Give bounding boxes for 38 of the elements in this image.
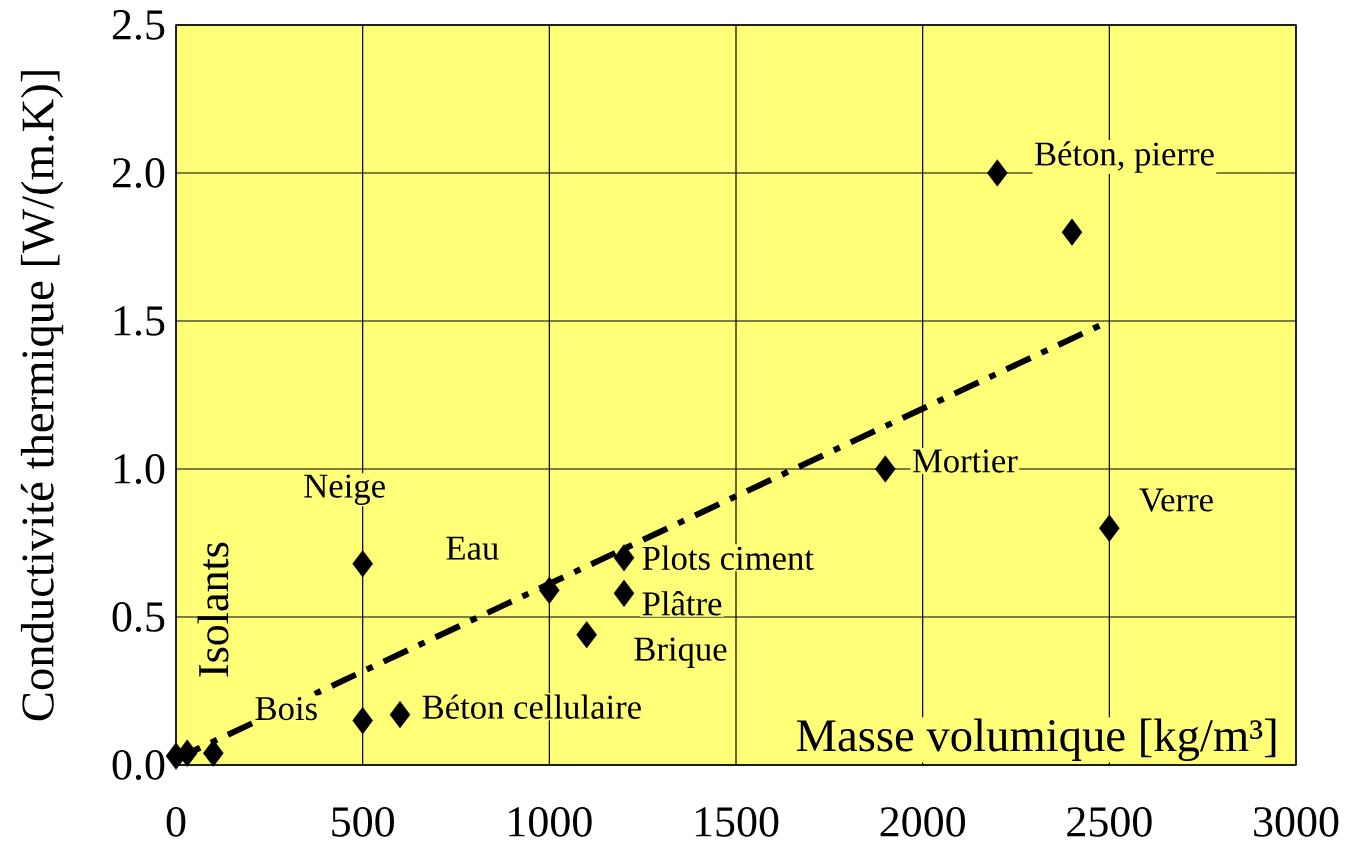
point — [875, 455, 896, 483]
annotation: Eau — [446, 536, 499, 560]
point — [389, 701, 411, 729]
annotation: Bois — [255, 696, 317, 721]
point — [352, 550, 373, 578]
x-tick-label: 1500 — [695, 807, 779, 837]
y-tick-label: 2.5 — [112, 10, 165, 40]
y-tick-label: 1.0 — [114, 454, 165, 484]
point — [203, 739, 224, 767]
annotation: Béton cellulaire — [422, 694, 641, 719]
point — [576, 621, 597, 649]
y-tick-label: 0.0 — [112, 750, 165, 780]
y-axis-title: Conductivité thermique [W/(m.K)] — [20, 71, 64, 721]
point — [539, 576, 560, 604]
annotation: Brique — [634, 637, 727, 668]
point — [613, 579, 635, 607]
x-tick-label: 3000 — [1254, 807, 1339, 837]
x-tick-label: 2500 — [1067, 807, 1152, 837]
point — [1099, 514, 1120, 542]
x-tick-label: 500 — [332, 807, 394, 837]
annotation: Béton, pierre — [1034, 141, 1214, 173]
x-axis-title: Masse volumique [kg/m³] — [796, 718, 1276, 762]
point — [1061, 218, 1083, 246]
point — [613, 544, 635, 572]
point — [987, 159, 1008, 187]
y-tick-label: 0.5 — [112, 602, 165, 632]
annotation: Neige — [304, 474, 385, 505]
annotation: Verre — [1139, 488, 1213, 512]
annotation: Plots ciment — [642, 545, 814, 570]
x-tick-label: 2000 — [880, 807, 965, 837]
y-tick-label: 2.0 — [112, 158, 165, 188]
annotation: Isolants — [197, 542, 229, 677]
annotation: Plâtre — [642, 591, 722, 616]
y-tick-label: 1.5 — [114, 306, 165, 336]
x-tick-label: 0 — [166, 807, 186, 837]
x-tick-label: 1000 — [509, 807, 592, 837]
point — [352, 706, 373, 735]
annotation: Mortier — [912, 449, 1018, 473]
